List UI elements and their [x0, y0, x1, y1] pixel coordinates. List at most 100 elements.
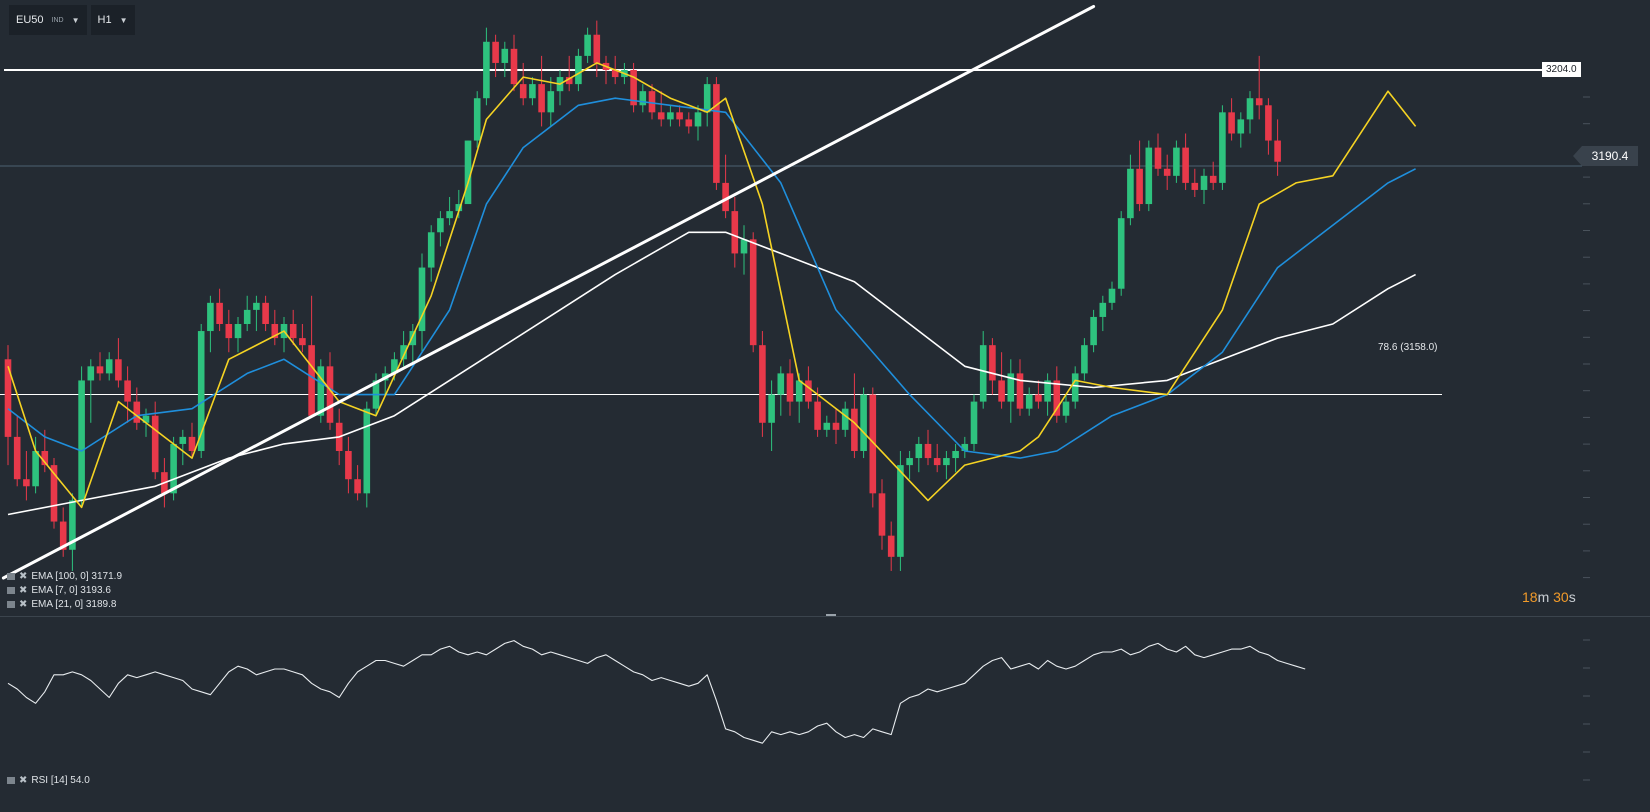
- pane-resize-handle[interactable]: [826, 614, 836, 616]
- legend-rsi[interactable]: ✖ RSI [14] 54.0: [7, 775, 90, 786]
- candle-body: [262, 302, 269, 324]
- candle-body: [924, 443, 932, 459]
- candle-body: [1154, 147, 1162, 169]
- timer-seconds-unit: s: [1568, 589, 1576, 605]
- candle-body: [887, 535, 895, 557]
- candle-body: [115, 359, 122, 381]
- candle-body: [142, 415, 150, 423]
- candle-body: [473, 98, 481, 141]
- candle-body: [795, 380, 803, 402]
- candle-body: [979, 345, 987, 402]
- fibonacci-level-label: 78.6 (3158.0): [1378, 342, 1438, 353]
- candle-body: [740, 239, 748, 254]
- candle-body: [253, 302, 260, 310]
- close-icon[interactable]: ✖: [19, 571, 28, 582]
- candle-body: [13, 436, 21, 480]
- candle-body: [96, 366, 104, 374]
- timeframe-selector[interactable]: H1 ▼: [90, 5, 135, 35]
- settings-icon[interactable]: [7, 573, 15, 580]
- candle-body: [1035, 394, 1042, 402]
- candle-body: [943, 458, 950, 466]
- legend-label: EMA [7, 0] 3193.6: [31, 585, 111, 596]
- timer-minutes-unit: m: [1537, 589, 1550, 605]
- ema-7-line: [7, 62, 1417, 509]
- candle-body: [768, 394, 775, 423]
- candle-body: [464, 140, 472, 205]
- candle-body: [878, 493, 886, 536]
- close-icon[interactable]: ✖: [19, 585, 28, 596]
- settings-icon[interactable]: [7, 777, 15, 784]
- candle-body: [4, 359, 12, 437]
- horizontal-level-tag: 3204.0: [1542, 62, 1581, 77]
- chevron-down-icon: ▼: [71, 15, 80, 25]
- legend-ema-21[interactable]: ✖ EMA [21, 0] 3189.8: [7, 599, 116, 610]
- legend-ema-100[interactable]: ✖ EMA [100, 0] 3171.9: [7, 571, 122, 582]
- candle-body: [933, 458, 941, 466]
- candle-body: [648, 91, 656, 113]
- close-icon[interactable]: ✖: [19, 599, 28, 610]
- price-chart[interactable]: [0, 0, 1650, 616]
- candle-body: [814, 401, 821, 430]
- candle-body: [749, 239, 757, 346]
- candle-body: [759, 345, 766, 423]
- candle-body: [832, 422, 840, 430]
- symbol-selector[interactable]: EU50 IND ▼: [9, 5, 87, 35]
- symbol-type-label: IND: [51, 16, 64, 24]
- candle-body: [1117, 218, 1125, 289]
- candle-body: [455, 204, 463, 212]
- candle-body: [1209, 175, 1217, 183]
- candle-body: [1246, 98, 1254, 120]
- rsi-panel[interactable]: [0, 616, 1650, 812]
- legend-label: EMA [100, 0] 3171.9: [31, 571, 123, 582]
- candle-body: [225, 324, 233, 339]
- candle-body: [179, 436, 187, 444]
- candle-body: [1182, 147, 1189, 183]
- candle-body: [1062, 401, 1070, 416]
- candle-body: [519, 84, 527, 99]
- candle-body: [685, 119, 693, 127]
- settings-icon[interactable]: [7, 601, 15, 608]
- candle-body: [234, 324, 242, 339]
- candle-body: [565, 77, 573, 85]
- candle-body: [869, 394, 877, 494]
- candle-body: [1228, 112, 1235, 134]
- candle-body: [1044, 380, 1051, 402]
- candle-body: [906, 458, 913, 466]
- candle-body: [961, 443, 969, 451]
- timer-seconds: 30: [1553, 589, 1569, 605]
- candle-body: [1191, 182, 1199, 190]
- candle-body: [492, 41, 499, 63]
- candle-body: [124, 380, 131, 402]
- candle-body: [197, 331, 205, 451]
- legend-label: RSI [14] 54.0: [31, 775, 90, 786]
- candle-body: [786, 373, 794, 402]
- candle-body: [547, 91, 555, 113]
- ema-100-line: [7, 231, 1416, 516]
- candle-body: [23, 479, 30, 487]
- candle-body: [170, 443, 177, 494]
- candle-body: [1127, 168, 1134, 219]
- candle-body: [32, 451, 39, 487]
- candle-body: [703, 84, 711, 113]
- candle-body: [400, 345, 407, 360]
- candle-body: [1016, 373, 1024, 409]
- candle-body: [1274, 140, 1281, 162]
- candle-body: [897, 465, 904, 557]
- candle-body: [722, 182, 729, 212]
- candle-body: [1081, 345, 1088, 374]
- candle-body: [611, 70, 619, 78]
- candle-body: [851, 408, 858, 451]
- candle-body: [409, 331, 417, 346]
- candle-body: [1255, 98, 1263, 106]
- candle-body: [529, 84, 536, 99]
- candle-body: [777, 373, 785, 395]
- legend-ema-7[interactable]: ✖ EMA [7, 0] 3193.6: [7, 585, 111, 596]
- settings-icon[interactable]: [7, 587, 15, 594]
- current-price-tag: 3190.4: [1573, 146, 1638, 166]
- candle-body: [78, 380, 85, 501]
- candle-body: [243, 309, 251, 324]
- candle-body: [1200, 175, 1208, 190]
- symbol-label: EU50: [16, 14, 44, 26]
- candle-body: [805, 380, 812, 402]
- close-icon[interactable]: ✖: [19, 775, 28, 786]
